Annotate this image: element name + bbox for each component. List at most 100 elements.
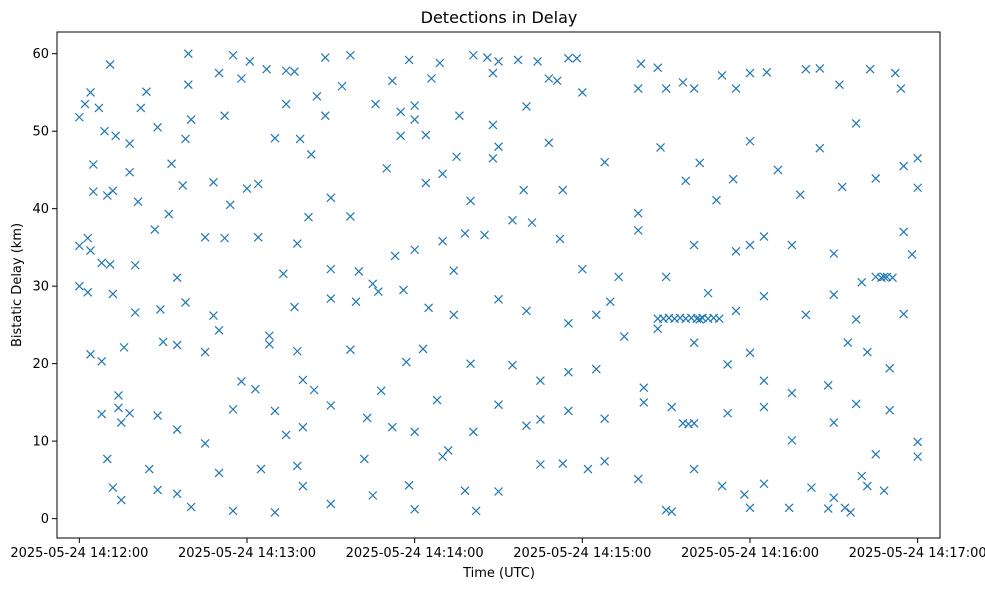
data-point	[326, 264, 336, 274]
data-point	[432, 395, 442, 405]
data-point	[862, 347, 872, 357]
plot-frame	[56, 31, 941, 539]
data-point	[181, 298, 190, 307]
data-point	[264, 339, 274, 349]
data-point	[745, 68, 755, 78]
data-point	[245, 57, 255, 66]
data-point	[840, 503, 850, 513]
data-point	[535, 376, 545, 386]
data-point	[815, 63, 825, 73]
data-point	[667, 402, 677, 412]
data-point	[480, 230, 489, 240]
data-point	[888, 273, 897, 283]
data-point	[759, 402, 769, 412]
data-point	[513, 55, 523, 65]
data-point	[130, 260, 140, 270]
data-point	[851, 399, 861, 409]
data-point	[214, 68, 224, 78]
chart-title: Detections in Delay	[421, 8, 578, 27]
x-axis-label: Time (UTC)	[462, 566, 535, 581]
data-point	[829, 249, 839, 259]
data-point	[745, 503, 755, 513]
data-point	[326, 294, 336, 303]
data-point	[102, 191, 112, 200]
data-point	[359, 454, 369, 464]
data-point	[563, 53, 573, 63]
data-point	[723, 408, 733, 418]
data-point	[292, 239, 302, 248]
data-point	[108, 483, 118, 493]
data-point	[885, 405, 895, 415]
data-point	[913, 437, 923, 447]
x-tick-label: 2025-05-24 14:14:00	[346, 546, 484, 561]
data-point	[371, 99, 380, 109]
y-tick-label: 0	[41, 512, 49, 527]
data-point	[164, 209, 174, 219]
data-point	[745, 240, 755, 250]
data-point	[739, 490, 749, 500]
data-point	[689, 464, 699, 474]
data-point	[125, 408, 135, 418]
data-point	[577, 88, 587, 97]
data-point	[74, 112, 84, 122]
data-point	[899, 161, 909, 171]
data-point	[172, 425, 182, 434]
data-point	[488, 120, 498, 130]
data-point	[460, 229, 470, 238]
data-point	[200, 347, 210, 357]
data-point	[421, 130, 431, 140]
data-point	[633, 225, 643, 235]
data-point	[633, 84, 643, 93]
data-point	[703, 288, 713, 298]
data-point	[399, 285, 408, 295]
data-point	[281, 99, 291, 109]
data-point	[292, 346, 302, 356]
y-tick-label: 50	[32, 125, 49, 140]
y-axis-label: Bistatic Delay (km)	[10, 223, 25, 347]
data-point	[913, 183, 923, 193]
data-point	[807, 483, 816, 493]
data-point	[633, 208, 643, 218]
data-point	[74, 281, 84, 291]
x-tick-label: 2025-05-24 14:15:00	[513, 546, 651, 561]
x-tick-label: 2025-05-24 14:13:00	[178, 546, 316, 561]
data-point	[482, 53, 492, 62]
data-point	[846, 508, 856, 517]
data-point	[857, 277, 867, 287]
data-point	[890, 68, 900, 78]
data-point	[116, 418, 126, 427]
data-point	[899, 227, 909, 237]
data-point	[494, 57, 503, 66]
data-point	[270, 508, 280, 517]
data-point	[899, 309, 909, 319]
data-point	[731, 246, 741, 256]
data-point	[114, 390, 123, 400]
data-point	[396, 131, 406, 141]
data-point	[292, 461, 302, 471]
data-point	[290, 67, 299, 76]
data-point	[619, 332, 629, 341]
data-point	[133, 197, 143, 207]
data-point	[270, 133, 280, 143]
data-point	[535, 459, 545, 469]
data-point	[108, 186, 118, 196]
data-point	[689, 418, 699, 428]
data-point	[759, 291, 769, 301]
data-point	[220, 111, 230, 121]
data-point	[784, 503, 794, 513]
data-point	[410, 115, 420, 124]
data-point	[600, 157, 610, 167]
data-point	[373, 287, 383, 297]
data-point	[913, 452, 923, 462]
data-point	[452, 152, 462, 162]
data-point	[83, 287, 93, 297]
data-point	[661, 272, 671, 282]
y-tick-label: 40	[32, 202, 49, 217]
data-point	[125, 139, 135, 149]
data-point	[368, 490, 378, 500]
data-point	[209, 177, 218, 187]
data-points	[74, 49, 923, 517]
data-point	[563, 367, 573, 377]
